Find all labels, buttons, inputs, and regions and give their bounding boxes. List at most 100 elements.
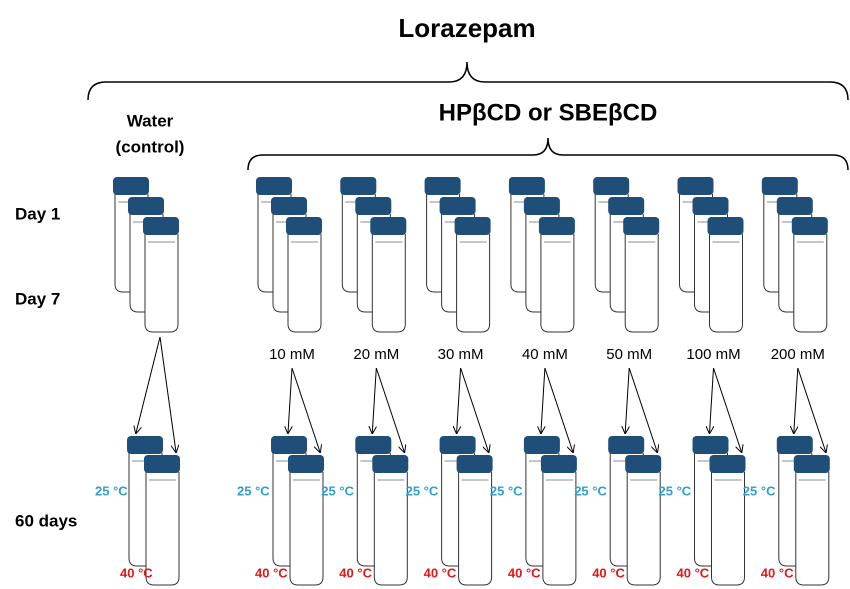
arrow	[136, 336, 161, 433]
temperature-label: 25 °C	[574, 483, 607, 498]
vial-cap	[508, 177, 545, 195]
arrow	[710, 367, 714, 433]
control-label: (control)	[116, 137, 185, 156]
vial-cap	[776, 436, 813, 454]
vial-cap	[707, 217, 744, 235]
concentration-label: 200 mM	[771, 346, 825, 363]
temperature-label: 40 °C	[677, 565, 710, 580]
vial-cap	[793, 455, 830, 473]
vial-cap	[692, 436, 729, 454]
vial-cap	[127, 436, 163, 454]
vial-cap	[439, 197, 476, 215]
vial-cap	[456, 455, 493, 473]
temperature-label: 40 °C	[424, 565, 457, 580]
vial-cap	[340, 177, 377, 195]
concentration-label: 20 mM	[353, 346, 399, 363]
arrow	[159, 336, 176, 452]
vial	[624, 234, 659, 333]
vial-cap	[538, 217, 575, 235]
vial-cap	[370, 217, 407, 235]
vial-cap	[128, 197, 164, 215]
vial-cap	[625, 455, 662, 473]
vial-cap	[776, 197, 813, 215]
arrow	[625, 367, 630, 433]
temperature-label: 25 °C	[490, 483, 523, 498]
vial-cap	[791, 217, 828, 235]
brace	[87, 61, 849, 101]
temperature-label: 25 °C	[95, 483, 128, 498]
arrow	[372, 367, 377, 433]
title: Lorazepam	[398, 13, 535, 43]
arrow	[457, 367, 462, 433]
temperature-label: 25 °C	[321, 483, 354, 498]
control-label: Water	[127, 111, 174, 130]
concentration-label: 30 mM	[438, 346, 484, 363]
vial-cap	[761, 177, 798, 195]
day-label: 60 days	[15, 511, 77, 530]
vial-cap	[523, 197, 560, 215]
temperature-label: 40 °C	[592, 565, 625, 580]
temperature-label: 40 °C	[508, 565, 541, 580]
temperature-label: 25 °C	[743, 483, 776, 498]
vial	[145, 472, 180, 586]
arrow	[544, 367, 573, 452]
day-label: Day 1	[15, 204, 60, 223]
vial	[373, 472, 408, 586]
vial	[287, 234, 322, 333]
vial	[144, 234, 179, 333]
temperature-label: 40 °C	[339, 565, 372, 580]
temperature-label: 40 °C	[255, 565, 288, 580]
vial	[540, 234, 575, 333]
vial	[456, 234, 491, 333]
arrow	[288, 367, 293, 433]
temperature-label: 25 °C	[237, 483, 270, 498]
vial	[289, 472, 324, 586]
temperature-label: 25 °C	[406, 483, 439, 498]
vial	[793, 234, 828, 333]
vial-cap	[355, 436, 392, 454]
vial-cap	[692, 197, 729, 215]
concentration-label: 100 mM	[686, 346, 740, 363]
concentration-label: 50 mM	[606, 346, 652, 363]
concentration-label: 40 mM	[522, 346, 568, 363]
temperature-label: 40 °C	[120, 565, 153, 580]
vial	[371, 234, 406, 333]
vial-cap	[709, 455, 746, 473]
vial-cap	[271, 197, 307, 215]
arrow	[628, 367, 657, 452]
vial	[711, 472, 745, 586]
brace	[247, 137, 849, 171]
vial-cap	[608, 436, 645, 454]
temperature-label: 25 °C	[659, 483, 692, 498]
arrow	[541, 367, 546, 433]
vial-cap	[372, 455, 409, 473]
vial	[542, 472, 577, 586]
vial-cap	[288, 455, 324, 473]
vial-cap	[454, 217, 491, 235]
arrow	[794, 367, 799, 433]
vial	[709, 234, 743, 333]
vial-cap	[623, 217, 660, 235]
concentration-label: 10 mM	[269, 346, 315, 363]
vial-cap	[593, 177, 630, 195]
vial-cap	[677, 177, 714, 195]
day-label: Day 7	[15, 289, 60, 308]
vial-cap	[523, 436, 560, 454]
arrow	[291, 367, 320, 452]
vial-cap	[256, 177, 292, 195]
arrow	[713, 367, 742, 452]
arrow	[797, 367, 826, 452]
vial-cap	[144, 455, 180, 473]
vial-cap	[540, 455, 577, 473]
vial-cap	[113, 177, 149, 195]
vial-cap	[439, 436, 476, 454]
vial	[795, 472, 830, 586]
vial-cap	[355, 197, 392, 215]
treatment-label: HPβCD or SBEβCD	[439, 99, 658, 126]
vial	[626, 472, 661, 586]
temperature-label: 40 °C	[761, 565, 794, 580]
vial-cap	[424, 177, 461, 195]
vial-cap	[608, 197, 645, 215]
vial-cap	[143, 217, 179, 235]
